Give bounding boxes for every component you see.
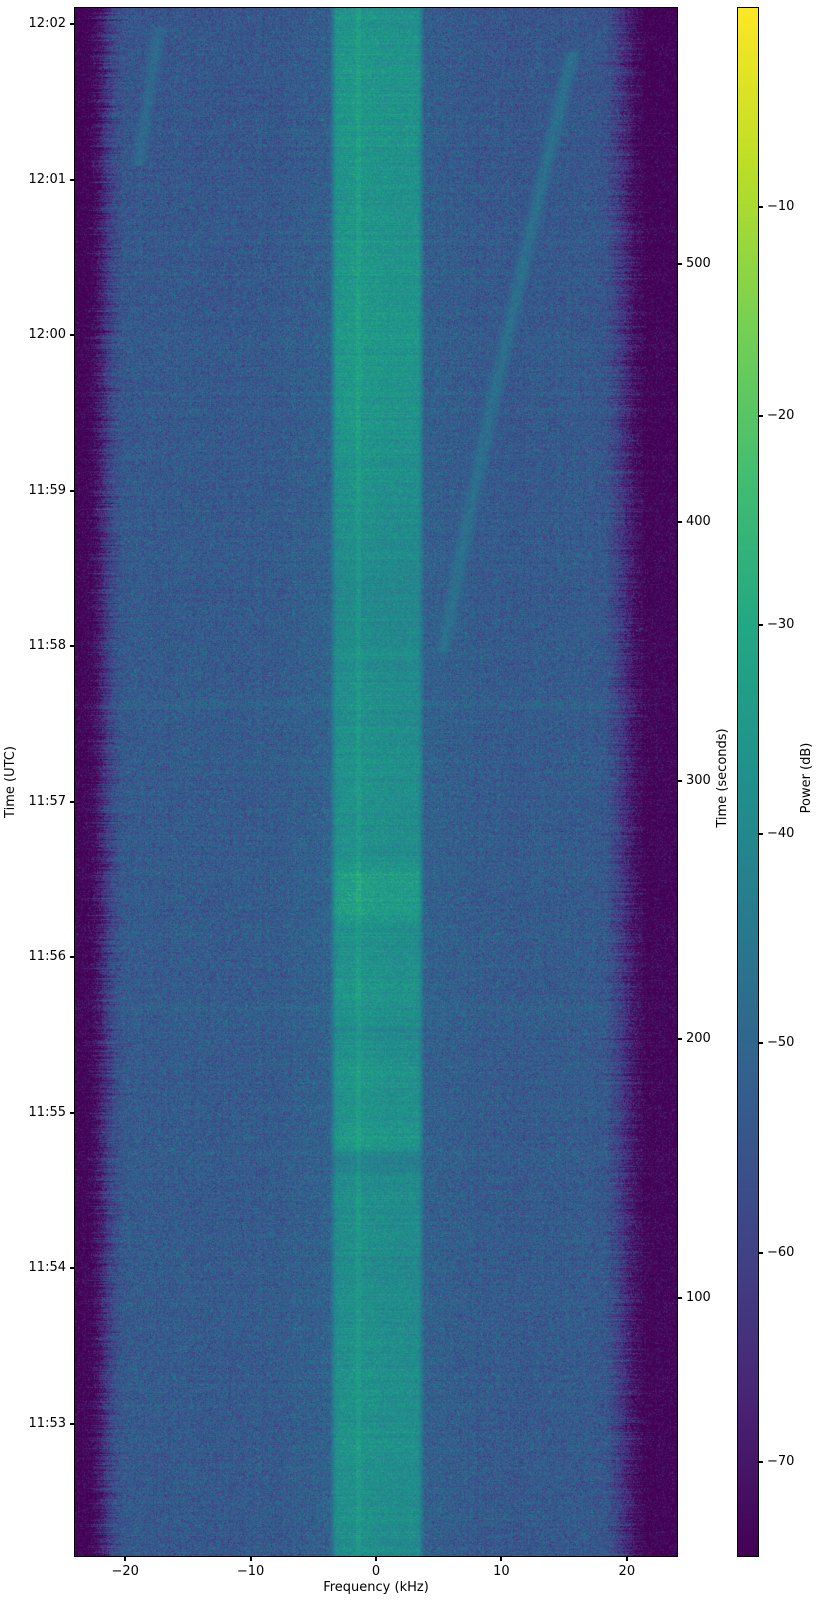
- utc-tick-label: 12:00: [28, 327, 66, 343]
- utc-tick-label: 11:57: [28, 793, 66, 809]
- freq-tick-mark: [124, 1556, 127, 1561]
- power-tick-label: −40: [767, 826, 795, 842]
- freq-tick-label: 10: [493, 1564, 510, 1579]
- utc-tick-label: 11:54: [28, 1260, 66, 1276]
- colorbar-canvas: [738, 8, 758, 1556]
- power-tick-mark: [758, 1460, 763, 1463]
- colorbar-label: Power (dB): [799, 742, 814, 814]
- utc-axis-label: Time (UTC): [3, 746, 18, 818]
- frequency-axis-label: Frequency (kHz): [323, 1580, 429, 1595]
- power-tick-label: −70: [767, 1453, 795, 1469]
- utc-tick-label: 11:53: [28, 1416, 66, 1431]
- power-tick-label: −60: [767, 1244, 795, 1260]
- utc-tick-label: 12:02: [28, 16, 66, 31]
- utc-tick-mark: [70, 1267, 75, 1270]
- seconds-tick-label: 400: [686, 514, 711, 530]
- utc-tick-label: 11:58: [28, 638, 66, 654]
- power-tick-mark: [758, 414, 763, 417]
- seconds-tick-mark: [677, 779, 682, 782]
- power-tick-label: −30: [767, 617, 795, 633]
- seconds-tick-mark: [677, 1296, 682, 1299]
- freq-tick-label: −20: [111, 1564, 139, 1579]
- power-tick-mark: [758, 205, 763, 208]
- utc-tick-mark: [70, 489, 75, 492]
- utc-tick-mark: [70, 178, 75, 181]
- utc-tick-mark: [70, 334, 75, 337]
- freq-tick-mark: [625, 1556, 628, 1561]
- freq-tick-label: 20: [618, 1564, 636, 1579]
- freq-tick-label: 0: [371, 1564, 381, 1579]
- power-tick-mark: [758, 1251, 763, 1254]
- freq-tick-label: −10: [236, 1564, 265, 1579]
- utc-tick-label: 11:59: [28, 482, 66, 498]
- power-tick-label: −50: [767, 1035, 795, 1051]
- seconds-tick-label: 300: [686, 772, 711, 788]
- utc-tick-mark: [70, 1111, 75, 1114]
- utc-tick-label: 11:56: [28, 949, 66, 965]
- seconds-tick-mark: [677, 1038, 682, 1041]
- plot-area: [74, 7, 678, 1557]
- seconds-tick-label: 500: [686, 255, 711, 271]
- utc-tick-mark: [70, 800, 75, 803]
- utc-tick-mark: [70, 645, 75, 648]
- power-tick-mark: [758, 624, 763, 627]
- freq-tick-mark: [249, 1556, 252, 1561]
- freq-tick-mark: [500, 1556, 503, 1561]
- freq-tick-mark: [375, 1556, 377, 1561]
- utc-tick-label: 12:01: [28, 171, 66, 187]
- utc-tick-mark: [70, 23, 75, 25]
- utc-tick-mark: [70, 956, 75, 959]
- colorbar: [737, 7, 759, 1557]
- power-tick-label: −20: [767, 407, 795, 423]
- utc-tick-label: 11:55: [28, 1104, 66, 1120]
- seconds-tick-label: 100: [686, 1289, 711, 1305]
- power-tick-mark: [758, 833, 763, 836]
- seconds-tick-mark: [677, 521, 682, 524]
- utc-tick-mark: [70, 1423, 75, 1425]
- power-tick-mark: [758, 1042, 763, 1045]
- seconds-tick-mark: [677, 262, 682, 265]
- seconds-axis-label: Time (seconds): [715, 728, 730, 828]
- power-tick-label: −10: [767, 198, 795, 214]
- seconds-tick-label: 200: [686, 1031, 711, 1047]
- spectrogram-canvas: [75, 8, 677, 1556]
